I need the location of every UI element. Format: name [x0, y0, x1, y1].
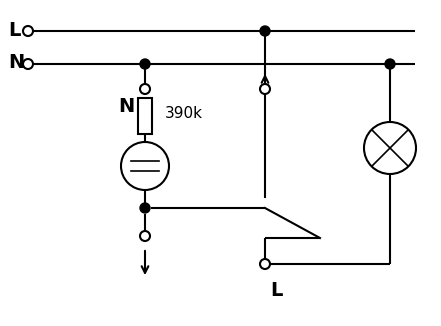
Circle shape [260, 26, 270, 36]
Text: N: N [8, 53, 24, 72]
Circle shape [364, 122, 416, 174]
Text: L: L [8, 21, 20, 39]
Bar [138, 98, 152, 134]
Text: 390k: 390k [165, 107, 203, 122]
Circle shape [121, 142, 169, 190]
Text: L: L [270, 280, 282, 300]
Circle shape [140, 203, 150, 213]
Circle shape [385, 59, 395, 69]
Text: N: N [118, 96, 134, 115]
Circle shape [140, 59, 150, 69]
